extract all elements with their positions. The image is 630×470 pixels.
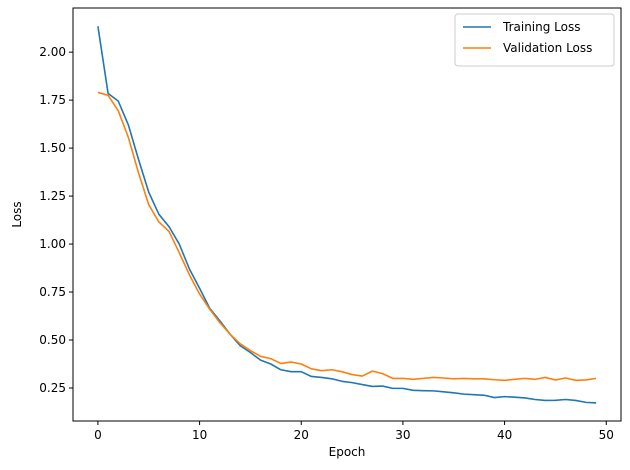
- y-tick-label: 0.50: [39, 333, 66, 347]
- y-tick-label: 1.00: [39, 237, 66, 251]
- y-tick-label: 1.50: [39, 141, 66, 155]
- plot-frame: [72, 7, 622, 422]
- plot-lines: [97, 26, 597, 404]
- y-axis-ticks: 0.25 0.50 0.75 1.00 1.25 1.50 1.75 2.00: [39, 45, 73, 395]
- legend-label-validation-loss: Validation Loss: [503, 41, 592, 55]
- legend: Training Loss Validation Loss: [454, 13, 615, 67]
- x-axis-ticks: 0 10 20 30 40 50: [94, 421, 614, 442]
- x-tick-label: 40: [497, 428, 512, 442]
- y-tick-label: 1.75: [39, 93, 66, 107]
- y-axis-title: Loss: [10, 201, 24, 227]
- y-tick-label: 2.00: [39, 45, 66, 59]
- x-tick-label: 0: [94, 428, 102, 442]
- x-tick-label: 10: [192, 428, 207, 442]
- x-tick-label: 30: [395, 428, 410, 442]
- y-tick-label: 1.25: [39, 189, 66, 203]
- y-tick-label: 0.75: [39, 285, 66, 299]
- y-tick-label: 0.25: [39, 381, 66, 395]
- legend-box: [454, 13, 615, 67]
- x-axis-title: Epoch: [329, 445, 366, 459]
- x-tick-label: 20: [294, 428, 309, 442]
- legend-label-training-loss: Training Loss: [502, 20, 580, 34]
- series-line-validation-loss: [97, 91, 597, 382]
- series-line-training-loss: [97, 26, 597, 404]
- x-tick-label: 50: [599, 428, 614, 442]
